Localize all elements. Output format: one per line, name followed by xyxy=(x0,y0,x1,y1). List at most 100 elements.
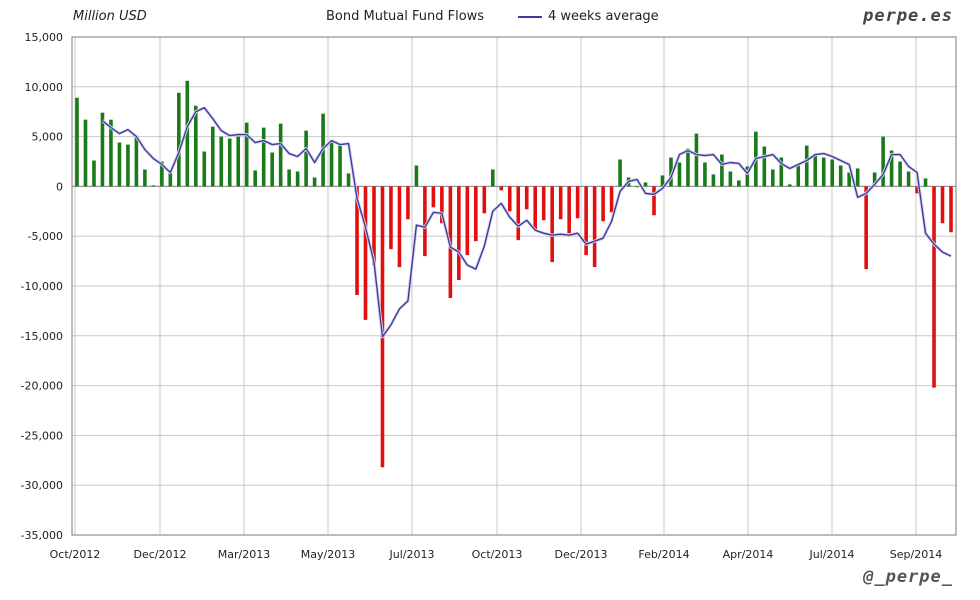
flow-bar xyxy=(771,169,775,187)
flow-bar xyxy=(915,186,919,194)
flow-bar xyxy=(219,136,224,187)
flow-bar xyxy=(787,184,792,187)
flow-bar xyxy=(465,186,470,256)
flow-bar xyxy=(889,150,894,187)
flow-bar xyxy=(253,170,257,187)
y-axis-ticks: 15,000 10,000 5,000 0 -5,000 -10,000 -15,000 -2… xyxy=(21,31,63,542)
x-tick-label: Dec/2012 xyxy=(134,548,187,561)
flow-bar xyxy=(244,122,249,187)
flow-bar xyxy=(177,92,181,187)
flow-bar xyxy=(813,154,818,187)
flow-bar xyxy=(261,127,266,187)
flow-bar xyxy=(227,138,232,187)
flow-bar xyxy=(796,165,801,187)
y-tick-label: -35,000 xyxy=(21,529,63,542)
x-tick-label: Apr/2014 xyxy=(723,548,774,561)
flow-bar xyxy=(906,171,911,187)
flow-bar xyxy=(126,144,130,187)
flow-bar xyxy=(940,186,945,224)
flow-bar xyxy=(117,142,122,187)
flow-bar xyxy=(431,186,436,208)
chart-title: Bond Mutual Fund Flows xyxy=(326,9,485,24)
flow-bar xyxy=(270,152,274,187)
flow-bar xyxy=(160,161,164,187)
x-tick-label: Sep/2014 xyxy=(890,548,942,561)
flow-bars xyxy=(75,80,953,468)
flow-bar xyxy=(346,173,351,187)
flow-bar xyxy=(533,186,538,230)
flow-bar xyxy=(397,186,402,268)
x-tick-label: Oct/2012 xyxy=(50,548,101,561)
flow-bar xyxy=(194,105,198,187)
flow-bar xyxy=(762,146,767,187)
x-tick-label: May/2013 xyxy=(301,548,355,561)
x-tick-label: Dec/2013 xyxy=(555,548,608,561)
flow-bar xyxy=(304,130,308,187)
flow-bar xyxy=(507,186,512,212)
flow-bar xyxy=(287,169,291,187)
x-tick-label: Jul/2013 xyxy=(389,548,435,561)
flow-bar xyxy=(830,159,834,187)
flow-bar xyxy=(932,186,936,388)
flow-bar xyxy=(295,171,300,187)
site-watermark: perpe.es xyxy=(863,6,953,26)
flow-bar xyxy=(592,186,597,268)
flow-bar xyxy=(423,186,427,257)
flow-bar xyxy=(134,135,139,187)
y-tick-label: -25,000 xyxy=(21,429,63,442)
flow-bar xyxy=(821,157,826,187)
flow-bar xyxy=(575,186,580,219)
flow-bar xyxy=(745,166,750,187)
flow-bar xyxy=(92,160,96,187)
flow-bar xyxy=(312,177,317,187)
y-tick-label: 5,000 xyxy=(32,131,64,144)
flow-bar xyxy=(329,141,334,187)
average-line-path xyxy=(102,107,952,338)
flow-bar xyxy=(847,172,851,187)
legend-label: 4 weeks average xyxy=(548,9,659,24)
flow-bar xyxy=(389,186,393,250)
flow-bar xyxy=(711,174,716,187)
flow-bar xyxy=(618,159,622,187)
flow-bar xyxy=(635,186,639,188)
flow-bar xyxy=(516,186,521,241)
flow-bar xyxy=(838,165,843,187)
flow-bar xyxy=(686,148,690,187)
flow-bar xyxy=(541,186,546,221)
flow-bar xyxy=(677,162,682,187)
flow-bar xyxy=(737,180,741,187)
flow-bar xyxy=(143,169,147,187)
y-tick-label: 15,000 xyxy=(25,31,64,44)
x-tick-label: Jul/2014 xyxy=(809,548,855,561)
unit-label: Million USD xyxy=(73,9,147,24)
y-tick-label: -5,000 xyxy=(28,230,63,243)
flow-bar xyxy=(406,186,410,220)
flow-bar xyxy=(151,185,156,187)
flow-bar xyxy=(440,186,444,224)
flow-bar xyxy=(694,133,699,187)
flow-bar xyxy=(703,162,707,187)
flow-bar xyxy=(669,157,673,187)
flow-bar xyxy=(898,161,902,187)
flow-bar xyxy=(923,178,928,187)
legend: 4 weeks average xyxy=(518,9,659,24)
y-tick-label: -20,000 xyxy=(21,380,63,393)
y-tick-label: -30,000 xyxy=(21,479,63,492)
flow-bar xyxy=(210,126,215,187)
flow-bar xyxy=(567,186,571,234)
flow-bar xyxy=(601,186,605,222)
x-tick-label: Mar/2013 xyxy=(218,548,270,561)
flow-bar xyxy=(278,123,283,187)
flow-bar xyxy=(355,186,359,295)
x-tick-label: Feb/2014 xyxy=(638,548,689,561)
flow-bar xyxy=(168,171,173,187)
flow-bar xyxy=(881,136,885,187)
flow-bar xyxy=(855,168,860,187)
flow-bar xyxy=(609,186,614,213)
flow-bar xyxy=(872,172,877,187)
y-tick-label: -15,000 xyxy=(21,330,63,343)
x-axis-ticks: Oct/2012 Dec/2012 Mar/2013 May/2013 Jul/2013… xyxy=(50,548,943,561)
x-tick-label: Oct/2013 xyxy=(472,548,523,561)
grid-lines xyxy=(72,36,956,536)
